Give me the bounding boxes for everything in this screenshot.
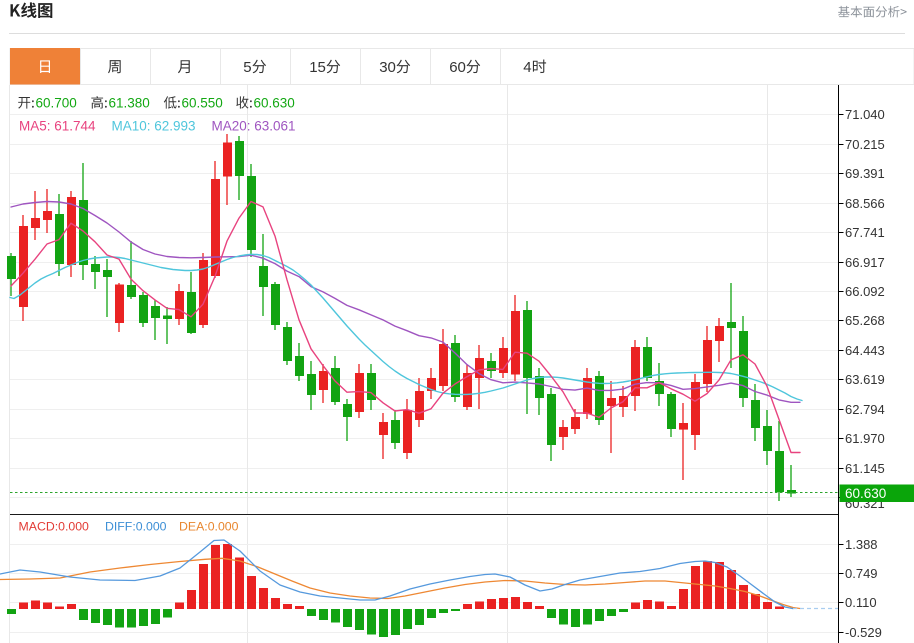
svg-text:1.388: 1.388: [845, 537, 878, 552]
svg-text:0.749: 0.749: [845, 566, 878, 581]
svg-text:DIFF:0.000: DIFF:0.000: [105, 520, 167, 534]
svg-text:63.619: 63.619: [845, 372, 885, 387]
svg-text:MA10: 62.993: MA10: 62.993: [112, 119, 196, 134]
svg-text:61.380: 61.380: [109, 96, 150, 111]
svg-text:60.630: 60.630: [254, 96, 295, 111]
svg-text:0.110: 0.110: [845, 595, 877, 610]
svg-text:62.794: 62.794: [845, 402, 885, 417]
svg-text:60.630: 60.630: [845, 486, 886, 501]
svg-text:MACD:0.000: MACD:0.000: [19, 520, 90, 534]
svg-text:DEA:0.000: DEA:0.000: [179, 520, 239, 534]
svg-text:71.040: 71.040: [845, 107, 885, 122]
svg-text:15: 15: [309, 59, 326, 76]
svg-text:MA20: 63.061: MA20: 63.061: [212, 119, 296, 134]
svg-text:66.917: 66.917: [845, 255, 885, 270]
svg-text:60.700: 60.700: [36, 96, 77, 111]
svg-text:61.970: 61.970: [845, 431, 885, 446]
svg-text:-0.529: -0.529: [845, 625, 882, 640]
svg-text:60.550: 60.550: [182, 96, 223, 111]
svg-text:68.566: 68.566: [845, 196, 885, 211]
svg-text:65.268: 65.268: [845, 313, 885, 328]
svg-text:30: 30: [379, 59, 396, 76]
svg-text:70.215: 70.215: [845, 137, 885, 152]
svg-text:5: 5: [243, 59, 251, 76]
svg-text:64.443: 64.443: [845, 343, 885, 358]
svg-text:4: 4: [523, 59, 531, 76]
svg-text:66.092: 66.092: [845, 284, 885, 299]
svg-text:69.391: 69.391: [845, 166, 885, 181]
svg-text:MA5: 61.744: MA5: 61.744: [19, 119, 96, 134]
svg-text:67.741: 67.741: [845, 225, 885, 240]
svg-text:61.145: 61.145: [845, 461, 885, 476]
svg-text:60: 60: [449, 59, 466, 76]
